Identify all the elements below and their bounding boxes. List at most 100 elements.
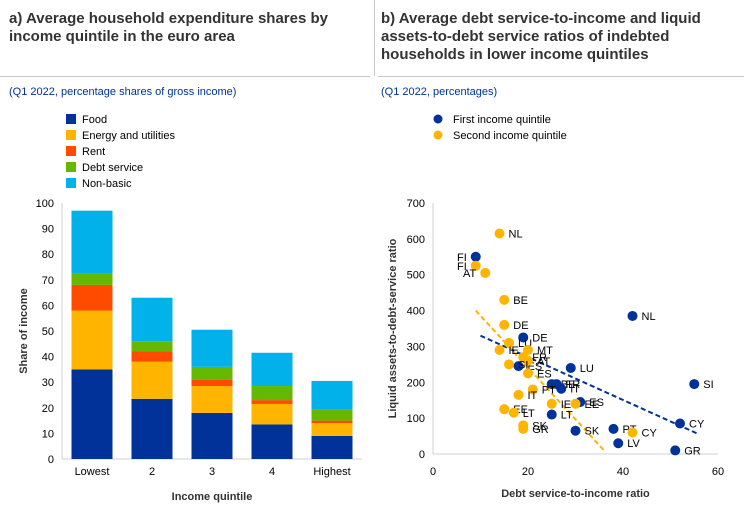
legend-label-1: Energy and utilities xyxy=(82,130,175,142)
y-tick-label: 400 xyxy=(407,306,425,318)
scatter-point xyxy=(508,407,519,418)
bar-segment xyxy=(131,398,173,459)
point-label: SK xyxy=(585,426,600,438)
panel-b-title: b) Average debt service-to-income and li… xyxy=(381,10,701,63)
bar-segment xyxy=(311,409,353,421)
scatter-point xyxy=(546,398,557,409)
y-tick-label: 500 xyxy=(407,270,425,282)
bar-segment xyxy=(251,352,293,387)
bar-segment xyxy=(251,400,293,404)
legend-label-3: Debt service xyxy=(82,162,143,174)
legend-swatch-3 xyxy=(66,162,76,172)
y-tick-label: 300 xyxy=(407,341,425,353)
scatter-point xyxy=(546,409,557,420)
bar-segment xyxy=(251,424,293,459)
point-label: GR xyxy=(532,424,549,436)
scatter-point xyxy=(675,418,685,429)
bar-segment xyxy=(311,380,353,410)
bar-segment xyxy=(191,366,233,380)
x-axis-title: Debt service-to-income ratio xyxy=(501,488,650,500)
bar-segment xyxy=(251,386,293,401)
point-label: GR xyxy=(684,445,701,457)
bar-segment xyxy=(311,423,353,436)
bar-segment xyxy=(71,310,113,370)
bar-segment xyxy=(191,329,233,367)
point-label: BE xyxy=(513,295,528,307)
scatter-point xyxy=(613,438,624,449)
point-label: DE xyxy=(532,332,547,344)
point-label: CY xyxy=(642,427,658,439)
y-tick-label: 30 xyxy=(42,377,54,389)
scatter-point xyxy=(670,445,681,456)
y-tick-label: 20 xyxy=(42,403,54,415)
y-tick-label: 10 xyxy=(42,428,54,440)
bar-segment xyxy=(191,412,233,459)
scatter-point xyxy=(523,368,533,379)
point-label: SK xyxy=(532,420,547,432)
y-tick-label: 40 xyxy=(42,352,54,364)
point-label: PT xyxy=(542,384,556,396)
point-label: EE xyxy=(585,399,600,411)
y-tick-label: 200 xyxy=(407,377,425,389)
legend-marker-0 xyxy=(433,114,443,124)
legend-swatch-0 xyxy=(66,114,76,124)
scatter-point xyxy=(494,345,505,356)
point-label: ES xyxy=(537,368,552,380)
bar-segment xyxy=(191,386,233,413)
bar-segment xyxy=(251,403,293,425)
point-label: LT xyxy=(561,410,573,422)
y-tick-label: 600 xyxy=(407,234,425,246)
x-axis-title: Income quintile xyxy=(172,491,253,503)
point-label: FI xyxy=(457,261,467,273)
legend-label-4: Non-basic xyxy=(82,178,132,190)
bar-segment xyxy=(311,420,353,424)
panel-b-subtitle: (Q1 2022, percentages) xyxy=(381,86,498,98)
y-tick-label: 60 xyxy=(42,300,54,312)
legend-swatch-4 xyxy=(66,178,76,188)
point-label: ES xyxy=(589,397,604,409)
scatter-point xyxy=(513,361,524,372)
legend-swatch-2 xyxy=(66,146,76,156)
point-label: CY xyxy=(689,419,705,431)
point-label: FR xyxy=(566,379,581,391)
legend-label-0: First income quintile xyxy=(453,114,551,126)
bar-segment xyxy=(131,297,173,342)
y-tick-label: 90 xyxy=(42,224,54,236)
bar-segment xyxy=(71,369,113,459)
point-label: FI xyxy=(457,252,467,264)
y-tick-label: 700 xyxy=(407,198,425,210)
panel-a-title: a) Average household expenditure shares … xyxy=(9,10,328,45)
point-label: SI xyxy=(518,359,528,371)
y-tick-label: 100 xyxy=(36,198,54,210)
scatter-point xyxy=(504,337,514,348)
scatter-point xyxy=(494,228,505,239)
scatter-point xyxy=(523,345,533,356)
x-tick-label: Highest xyxy=(313,466,350,478)
legend-label-1: Second income quintile xyxy=(453,130,567,142)
bar-segment xyxy=(191,379,233,387)
x-tick-label: 3 xyxy=(209,466,215,478)
scatter-point xyxy=(499,319,510,330)
bar-segment xyxy=(311,435,353,459)
scatter-point xyxy=(627,427,638,438)
point-label: SI xyxy=(703,379,713,391)
legend-label-2: Rent xyxy=(82,146,105,158)
x-tick-label: 0 xyxy=(430,466,436,478)
bar-segment xyxy=(131,361,173,399)
panel-b-rule xyxy=(378,76,744,77)
scatter-point xyxy=(546,379,557,390)
y-tick-label: 0 xyxy=(419,449,425,461)
scatter-point xyxy=(499,294,510,305)
scatter-point xyxy=(570,425,581,436)
y-tick-label: 100 xyxy=(407,413,425,425)
point-label: IT xyxy=(528,390,538,402)
legend-marker-1 xyxy=(433,130,443,140)
point-label: FR xyxy=(532,352,547,364)
scatter-point xyxy=(523,355,533,366)
scatter-point xyxy=(570,398,581,409)
point-label: LU xyxy=(580,363,594,375)
scatter-point xyxy=(470,251,481,262)
point-label: LT xyxy=(523,408,535,420)
point-label: NL xyxy=(642,311,656,323)
